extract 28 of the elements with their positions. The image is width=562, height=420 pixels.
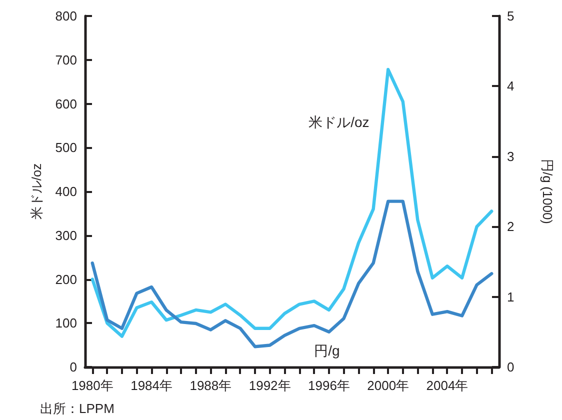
x-tick-label: 1984年 — [130, 378, 172, 393]
series-label: 円/g — [314, 342, 340, 359]
y-tick-label: 600 — [55, 96, 77, 112]
x-tick-label: 1980年 — [71, 378, 114, 393]
y2-tick-label: 2 — [507, 219, 514, 234]
x-tick-label: 2000年 — [367, 378, 410, 393]
y-tick-label: 100 — [55, 316, 77, 331]
y-tick-label: 700 — [55, 52, 77, 68]
line-series — [90, 68, 494, 338]
y2-tick-label: 5 — [507, 8, 514, 24]
y-axis-title: 米ドル/oz — [29, 163, 44, 220]
y2-tick-label: 4 — [507, 78, 514, 94]
x-tick-label: 1996年 — [308, 378, 350, 393]
y2-axis-title: 円/g (1000) — [540, 158, 555, 224]
y-tick-label: 200 — [55, 272, 77, 287]
y-tick-label: 0 — [70, 360, 77, 374]
y-tick-label: 400 — [55, 184, 77, 199]
text: 出所：LPPM — [40, 401, 114, 416]
y-tick-label: 300 — [55, 228, 77, 243]
x-tick-label: 2004年 — [426, 378, 468, 393]
y2-tick-label: 0 — [507, 360, 514, 374]
x-tick-label: 1988年 — [190, 378, 232, 393]
series-label: 米ドル/oz — [308, 114, 370, 130]
y2-tick-label: 3 — [507, 148, 514, 164]
y-tick-label: 500 — [55, 140, 77, 156]
x-tick-label: 1992年 — [248, 378, 291, 393]
y2-tick-label: 1 — [507, 289, 514, 304]
y-tick-label: 800 — [55, 8, 77, 24]
